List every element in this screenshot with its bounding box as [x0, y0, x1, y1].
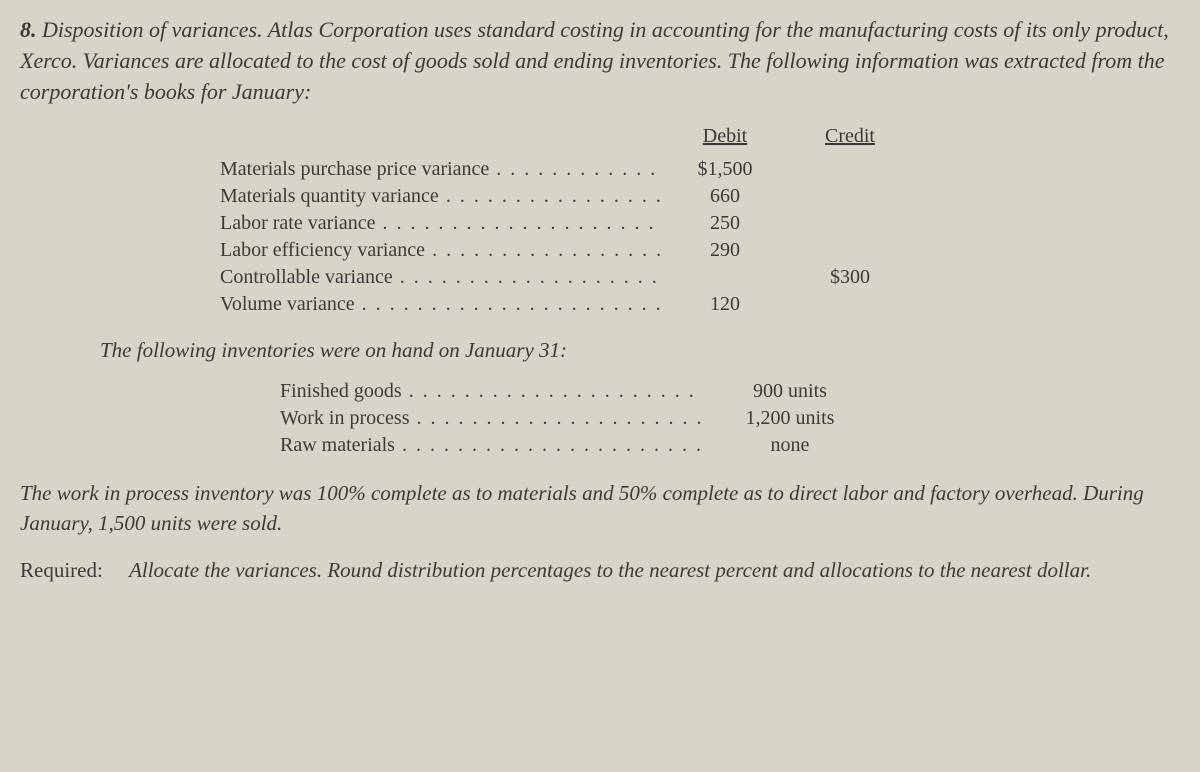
- inventory-row: Work in process 1,200 units: [280, 405, 1170, 432]
- table-row: Labor efficiency variance 290: [220, 237, 1020, 264]
- wip-details: The work in process inventory was 100% c…: [20, 479, 1170, 538]
- required-label: Required:: [20, 558, 103, 582]
- row-credit: [790, 183, 910, 210]
- header-debit: Debit: [660, 125, 790, 148]
- table-row: Controllable variance $300: [220, 264, 1020, 291]
- required-section: Required: Allocate the variances. Round …: [20, 556, 1170, 585]
- row-credit: [790, 291, 910, 318]
- table-row: Volume variance 120: [220, 291, 1020, 318]
- row-debit: 250: [660, 210, 790, 237]
- row-label: Volume variance: [220, 291, 660, 318]
- row-debit: $1,500: [660, 156, 790, 183]
- row-credit: $300: [790, 264, 910, 291]
- row-label: Labor efficiency variance: [220, 237, 660, 264]
- row-credit: [790, 156, 910, 183]
- table-header-row: Debit Credit: [220, 125, 1020, 148]
- inventory-intro: The following inventories were on hand o…: [100, 338, 1170, 363]
- row-label: Materials purchase price variance: [220, 156, 660, 183]
- inventory-row: Finished goods 900 units: [280, 378, 1170, 405]
- problem-intro: 8. Disposition of variances. Atlas Corpo…: [20, 15, 1170, 107]
- row-debit: 290: [660, 237, 790, 264]
- row-debit: 660: [660, 183, 790, 210]
- variance-table: Debit Credit Materials purchase price va…: [220, 125, 1020, 318]
- table-row: Materials purchase price variance $1,500: [220, 156, 1020, 183]
- table-row: Labor rate variance 250: [220, 210, 1020, 237]
- row-label: Controllable variance: [220, 264, 660, 291]
- row-credit: [790, 210, 910, 237]
- table-row: Materials quantity variance 660: [220, 183, 1020, 210]
- required-text: Allocate the variances. Round distributi…: [129, 558, 1091, 582]
- row-label: Materials quantity variance: [220, 183, 660, 210]
- row-label: Labor rate variance: [220, 210, 660, 237]
- inv-label: Raw materials: [280, 432, 700, 459]
- inventory-row: Raw materials none: [280, 432, 1170, 459]
- problem-title: Disposition of variances.: [42, 17, 263, 42]
- header-credit: Credit: [790, 125, 910, 148]
- row-credit: [790, 237, 910, 264]
- header-spacer: [220, 125, 660, 148]
- row-debit: [660, 264, 790, 291]
- inv-value: 1,200 units: [700, 405, 880, 432]
- inv-value: 900 units: [700, 378, 880, 405]
- row-debit: 120: [660, 291, 790, 318]
- inventory-table: Finished goods 900 units Work in process…: [280, 378, 1170, 459]
- inv-label: Work in process: [280, 405, 700, 432]
- problem-number: 8.: [20, 17, 37, 42]
- inv-label: Finished goods: [280, 378, 700, 405]
- inv-value: none: [700, 432, 880, 459]
